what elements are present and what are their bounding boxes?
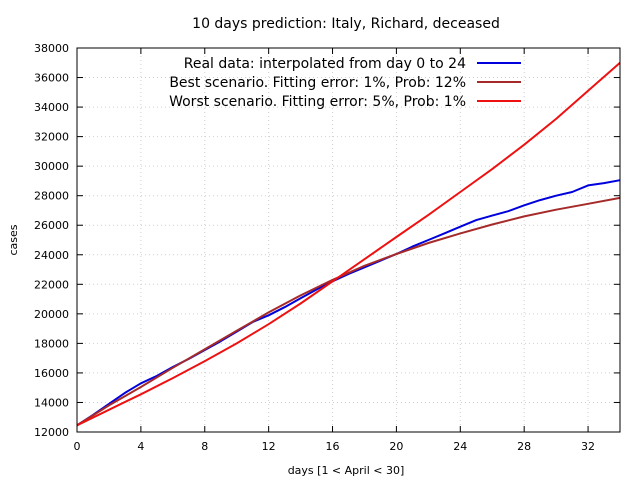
y-tick-label: 34000 [34,101,69,114]
x-tick-label: 16 [326,440,340,453]
y-tick-label: 14000 [34,396,69,409]
legend-label-3: Worst scenario. Fitting error: 5%, Prob:… [169,94,466,110]
y-tick-label: 22000 [34,278,69,291]
y-tick-label: 12000 [34,426,69,439]
x-tick-label: 28 [517,440,531,453]
y-tick-label: 32000 [34,131,69,144]
series-lines [76,62,621,427]
y-tick-label: 36000 [34,72,69,85]
series-line-1 [76,179,621,427]
y-tick-label: 38000 [34,42,69,55]
y-tick-label: 20000 [34,308,69,321]
legend-label-2: Best scenario. Fitting error: 1%, Prob: … [169,75,466,91]
x-tick-label: 24 [453,440,467,453]
y-tick-label: 26000 [34,219,69,232]
x-axis-label: days [1 < April < 30] [288,464,405,477]
y-tick-label: 28000 [34,190,69,203]
x-tick-label: 4 [137,440,144,453]
legend-label-1: Real data: interpolated from day 0 to 24 [184,56,466,72]
y-tick-label: 16000 [34,367,69,380]
legend: Real data: interpolated from day 0 to 24… [169,56,521,110]
x-tick-label: 0 [74,440,81,453]
axis-ticks: 0 4 8 12 16 20 24 28 32 12000 14000 16000 18000 20000… [34,42,620,453]
grid [77,48,620,432]
x-tick-label: 8 [201,440,208,453]
y-tick-label: 24000 [34,249,69,262]
y-tick-label: 18000 [34,337,69,350]
x-tick-label: 32 [581,440,595,453]
chart-title: 10 days prediction: Italy, Richard, dece… [192,16,500,32]
series-line-2 [76,196,621,427]
x-tick-label: 20 [389,440,403,453]
x-tick-label: 12 [262,440,276,453]
y-tick-label: 30000 [34,160,69,173]
series-line-3 [76,62,621,427]
plot-frame [76,47,621,433]
y-axis-label: cases [7,224,20,255]
